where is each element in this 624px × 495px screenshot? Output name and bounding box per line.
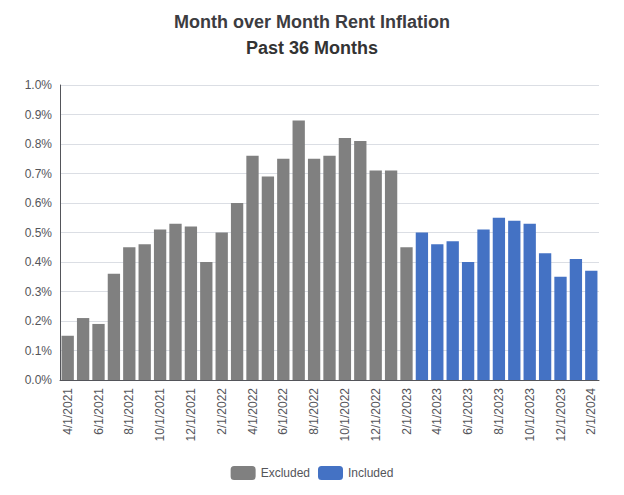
svg-text:0.9%: 0.9% <box>25 108 53 122</box>
svg-text:10/1/2022: 10/1/2022 <box>338 388 352 442</box>
svg-text:1.0%: 1.0% <box>25 78 53 92</box>
svg-text:6/1/2021: 6/1/2021 <box>92 388 106 435</box>
svg-text:6/1/2022: 6/1/2022 <box>276 388 290 435</box>
svg-text:0.4%: 0.4% <box>25 255 53 269</box>
svg-text:Month over Month Rent Inflatio: Month over Month Rent Inflation <box>174 12 450 32</box>
svg-text:0.2%: 0.2% <box>25 314 53 328</box>
svg-text:0.0%: 0.0% <box>25 373 53 387</box>
svg-text:4/1/2023: 4/1/2023 <box>430 388 444 435</box>
svg-text:12/1/2022: 12/1/2022 <box>369 388 383 442</box>
svg-text:Included: Included <box>348 466 393 480</box>
svg-text:12/1/2023: 12/1/2023 <box>554 388 568 442</box>
svg-text:8/1/2021: 8/1/2021 <box>122 388 136 435</box>
svg-text:0.1%: 0.1% <box>25 344 53 358</box>
svg-text:0.8%: 0.8% <box>25 137 53 151</box>
svg-text:8/1/2022: 8/1/2022 <box>307 388 321 435</box>
svg-text:2/1/2022: 2/1/2022 <box>215 388 229 435</box>
svg-text:0.7%: 0.7% <box>25 167 53 181</box>
svg-text:0.5%: 0.5% <box>25 226 53 240</box>
svg-text:4/1/2022: 4/1/2022 <box>246 388 260 435</box>
svg-text:12/1/2021: 12/1/2021 <box>184 388 198 442</box>
svg-text:0.6%: 0.6% <box>25 196 53 210</box>
svg-text:8/1/2023: 8/1/2023 <box>492 388 506 435</box>
svg-text:4/1/2021: 4/1/2021 <box>61 388 75 435</box>
svg-text:10/1/2021: 10/1/2021 <box>153 388 167 442</box>
svg-text:Past 36 Months: Past 36 Months <box>246 38 378 58</box>
svg-text:6/1/2023: 6/1/2023 <box>461 388 475 435</box>
svg-text:2/1/2023: 2/1/2023 <box>400 388 414 435</box>
svg-text:2/1/2024: 2/1/2024 <box>584 388 598 435</box>
svg-text:0.3%: 0.3% <box>25 285 53 299</box>
svg-text:Excluded: Excluded <box>261 466 310 480</box>
svg-text:10/1/2023: 10/1/2023 <box>523 388 537 442</box>
